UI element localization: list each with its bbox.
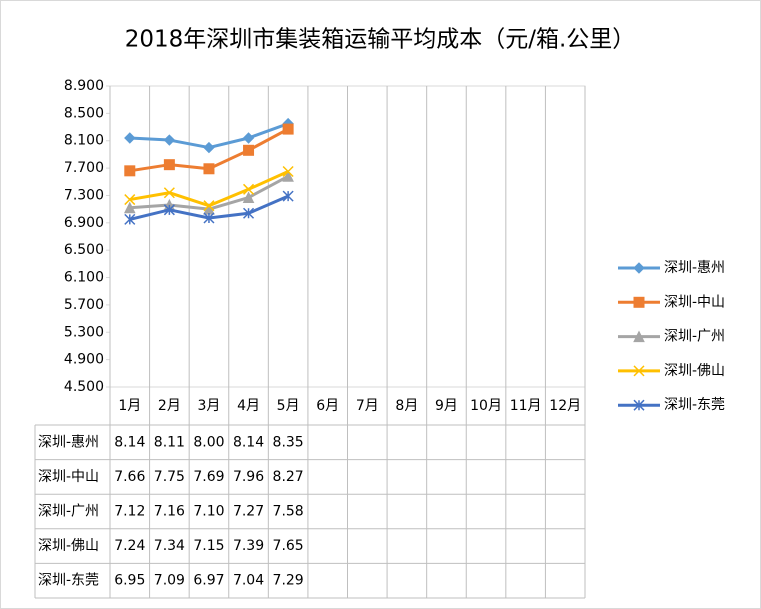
table-value: 8.27 bbox=[273, 469, 304, 485]
point-marker bbox=[282, 170, 294, 182]
table-value: 8.35 bbox=[273, 434, 304, 450]
x-tick-label: 10月 bbox=[470, 398, 502, 414]
point-marker bbox=[203, 163, 215, 175]
legend-label: 深圳-广州 bbox=[664, 329, 725, 345]
point-marker bbox=[123, 201, 136, 214]
x-tick-label: 7月 bbox=[356, 398, 379, 414]
point-marker bbox=[243, 144, 255, 156]
y-tick-label: 4.900 bbox=[64, 352, 104, 368]
x-tick-label: 9月 bbox=[435, 398, 458, 414]
point-marker bbox=[243, 207, 255, 219]
point-marker bbox=[124, 194, 136, 206]
x-tick-label: 2月 bbox=[158, 398, 181, 414]
table-value: 8.14 bbox=[233, 434, 264, 450]
table-row-label: 深圳-佛山 bbox=[38, 538, 99, 554]
y-tick-label: 4.500 bbox=[64, 379, 104, 395]
table-value: 8.00 bbox=[193, 434, 224, 450]
table-row-label: 深圳-东莞 bbox=[38, 573, 99, 589]
y-tick-label: 7.300 bbox=[64, 187, 104, 203]
point-marker bbox=[203, 141, 215, 154]
y-tick-label: 8.500 bbox=[64, 105, 104, 121]
table-value: 7.27 bbox=[233, 504, 264, 520]
y-tick-label: 6.900 bbox=[64, 215, 104, 231]
point-marker bbox=[124, 132, 136, 144]
table-value: 7.16 bbox=[154, 504, 185, 520]
table-value: 8.14 bbox=[114, 434, 145, 450]
table-value: 7.24 bbox=[114, 538, 145, 554]
table-value: 7.04 bbox=[233, 573, 264, 589]
point-marker bbox=[163, 204, 175, 216]
legend-label: 深圳-佛山 bbox=[664, 363, 725, 379]
x-tick-label: 5月 bbox=[277, 398, 300, 414]
x-tick-label: 6月 bbox=[316, 398, 339, 414]
point-marker bbox=[242, 132, 255, 144]
table-value: 7.96 bbox=[233, 469, 264, 485]
point-marker bbox=[242, 191, 255, 204]
y-tick-label: 8.100 bbox=[64, 133, 104, 149]
table-value: 7.15 bbox=[193, 538, 224, 554]
legend-marker bbox=[633, 365, 645, 377]
y-tick-label: 8.900 bbox=[64, 78, 104, 94]
x-tick-label: 12月 bbox=[549, 398, 581, 414]
x-tick-label: 1月 bbox=[118, 398, 141, 414]
table-value: 6.95 bbox=[114, 573, 145, 589]
point-marker bbox=[282, 165, 294, 178]
point-marker bbox=[163, 159, 175, 171]
y-tick-label: 5.300 bbox=[64, 324, 104, 340]
point-marker bbox=[282, 190, 294, 202]
point-marker bbox=[282, 123, 294, 135]
table-row-label: 深圳-广州 bbox=[38, 504, 99, 520]
legend-label: 深圳-中山 bbox=[664, 294, 725, 310]
x-tick-label: 8月 bbox=[395, 398, 418, 414]
point-marker bbox=[124, 213, 136, 225]
legend-marker bbox=[633, 330, 645, 343]
y-tick-label: 6.500 bbox=[64, 242, 104, 258]
table-value: 7.58 bbox=[273, 504, 304, 520]
table-value: 6.97 bbox=[193, 573, 224, 589]
table-value: 7.29 bbox=[273, 573, 304, 589]
table-value: 7.10 bbox=[193, 504, 224, 520]
table-value: 8.11 bbox=[154, 434, 185, 450]
point-marker bbox=[163, 134, 176, 146]
table-value: 7.09 bbox=[154, 573, 185, 589]
table-value: 7.39 bbox=[233, 538, 264, 554]
legend-marker bbox=[633, 296, 645, 308]
y-tick-label: 6.100 bbox=[64, 270, 104, 286]
y-tick-label: 7.700 bbox=[64, 160, 104, 176]
point-marker bbox=[163, 187, 175, 199]
chart-title: 2018年深圳市集装箱运输平均成本（元/箱.公里） bbox=[125, 27, 636, 53]
legend-marker bbox=[633, 262, 645, 274]
legend-label: 深圳-东莞 bbox=[664, 397, 725, 413]
x-tick-label: 4月 bbox=[237, 398, 260, 414]
x-tick-label: 11月 bbox=[510, 398, 542, 414]
x-tick-label: 3月 bbox=[197, 398, 220, 414]
legend-marker bbox=[633, 399, 645, 411]
legend-label: 深圳-惠州 bbox=[664, 260, 725, 276]
table-value: 7.69 bbox=[193, 469, 224, 485]
table-row-label: 深圳-中山 bbox=[38, 469, 99, 485]
table-value: 7.34 bbox=[154, 538, 185, 554]
table-value: 7.66 bbox=[114, 469, 145, 485]
y-tick-label: 5.700 bbox=[64, 297, 104, 313]
point-marker bbox=[203, 212, 215, 224]
point-marker bbox=[243, 183, 255, 195]
table-row-label: 深圳-惠州 bbox=[38, 434, 99, 450]
table-value: 7.65 bbox=[273, 538, 304, 554]
point-marker bbox=[124, 165, 136, 177]
point-marker bbox=[203, 200, 215, 212]
table-value: 7.12 bbox=[114, 504, 145, 520]
table-value: 7.75 bbox=[154, 469, 185, 485]
